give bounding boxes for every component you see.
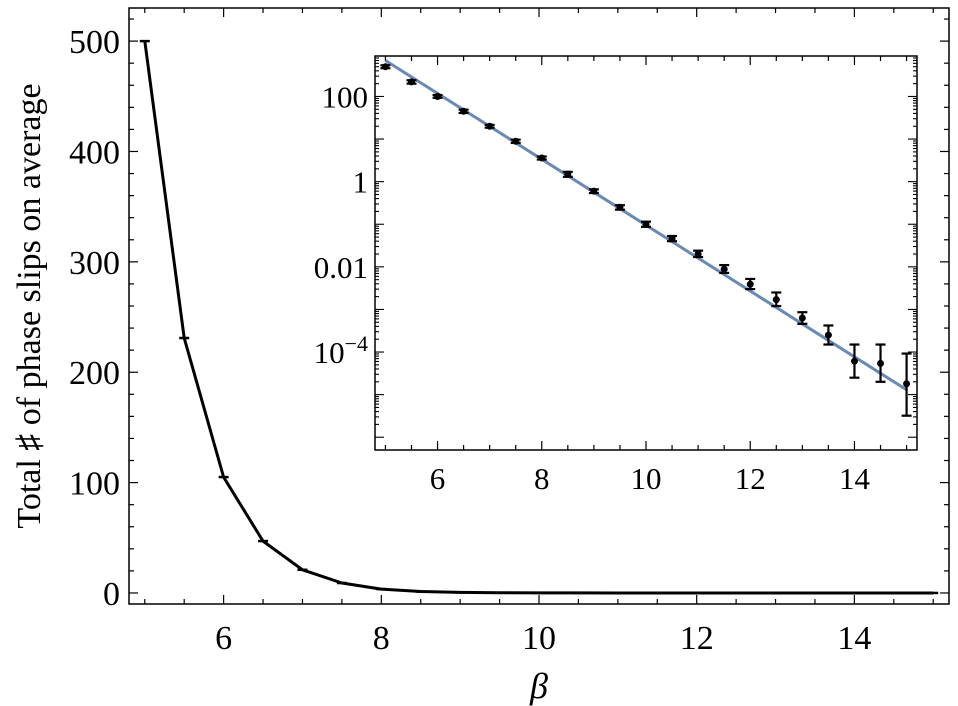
inset-data-point	[824, 331, 832, 339]
main-axis-ticks	[129, 8, 949, 604]
inset-data-point	[616, 203, 624, 211]
inset-y-tick-label: 0.01	[314, 250, 368, 285]
y-tick-label: 400	[69, 134, 120, 171]
inset-data-point	[642, 220, 650, 228]
inset-data-point	[538, 154, 546, 162]
inset-x-tick-label: 6	[430, 461, 446, 496]
inset-data-point	[434, 92, 442, 100]
main-tick-labels: 6 8 10 12 14 0 100 200 300 400 500	[69, 24, 871, 657]
y-axis-title: Total ♯ of phase slips on average	[11, 83, 48, 528]
inset-data-point	[668, 235, 676, 243]
inset-data-point	[903, 380, 911, 388]
inset-data-point	[798, 314, 806, 322]
x-tick-label: 8	[373, 620, 390, 657]
inset-data-point	[460, 107, 468, 115]
inset-plot-background	[375, 56, 917, 450]
inset-data-point	[407, 78, 415, 86]
inset-y-tick-label: 10−4	[314, 331, 368, 370]
inset-y-tick-label: 100	[322, 79, 369, 114]
inset-x-tick-label: 12	[735, 461, 766, 496]
inset-data-point	[850, 357, 858, 365]
x-tick-label: 10	[522, 620, 556, 657]
y-tick-label: 500	[69, 24, 120, 61]
x-axis-title: β	[529, 666, 548, 706]
inset-axis-ticks	[375, 56, 917, 450]
y-tick-label: 0	[103, 576, 120, 613]
x-tick-label: 6	[215, 620, 232, 657]
inset-data-point	[486, 122, 494, 130]
inset-x-tick-label: 8	[534, 461, 550, 496]
inset-series	[380, 59, 912, 417]
inset-data-point	[512, 137, 520, 145]
inset-y-tick-base: 10	[314, 335, 345, 370]
inset-data-point	[694, 250, 702, 258]
main-series	[139, 39, 939, 595]
inset-x-tick-label: 14	[839, 461, 871, 496]
inset-data-point	[746, 280, 754, 288]
x-tick-label: 14	[837, 620, 871, 657]
inset-x-tick-label: 10	[631, 461, 662, 496]
inset-data-point	[772, 296, 780, 304]
inset-data-point	[720, 265, 728, 273]
inset-y-tick-exponent: −4	[345, 331, 368, 356]
inset-y-tick-label: 1	[353, 165, 369, 200]
inset-data-point	[381, 63, 389, 71]
y-tick-label: 100	[69, 466, 120, 503]
inset-data-point	[564, 170, 572, 178]
inset-data-point	[590, 187, 598, 195]
x-tick-label: 12	[680, 620, 714, 657]
y-tick-label: 200	[69, 355, 120, 392]
y-tick-label: 300	[69, 245, 120, 282]
inset-data-point	[877, 359, 885, 367]
